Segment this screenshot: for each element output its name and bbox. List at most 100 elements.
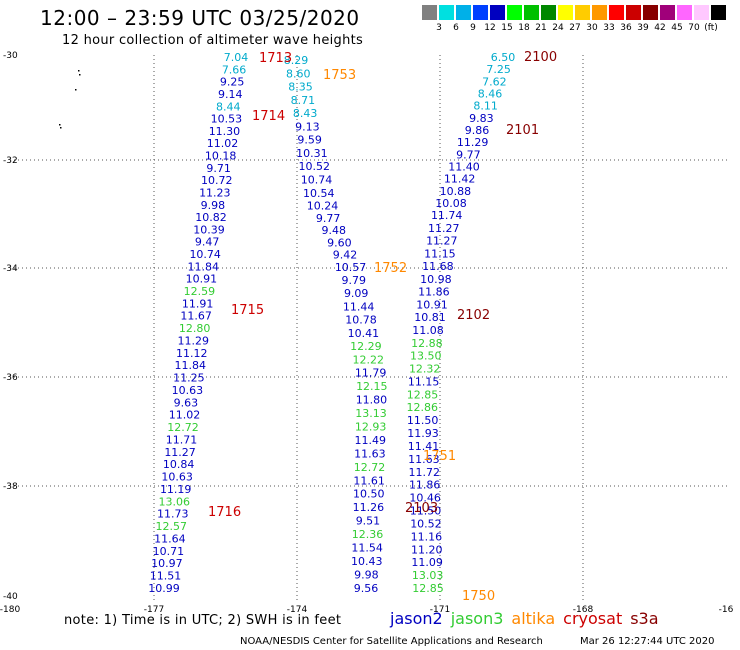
wave-height-value: 10.81 <box>414 311 446 324</box>
color-scale-label: 3 <box>436 23 442 33</box>
wave-height-value: 12.72 <box>167 421 199 434</box>
legend-jason2: jason2 <box>390 609 443 628</box>
timestamp: Mar 26 12:27:44 UTC 2020 <box>580 636 715 647</box>
wave-height-value: 9.86 <box>465 124 490 137</box>
wave-height-value: 10.63 <box>161 471 193 484</box>
wave-height-value: 9.09 <box>344 287 369 300</box>
wave-height-value: 8.46 <box>478 88 503 101</box>
wave-height-value: 11.44 <box>343 300 375 313</box>
wave-height-value: 6.50 <box>491 51 516 64</box>
wave-height-value: 11.15 <box>408 375 440 388</box>
wave-height-value: 10.74 <box>189 248 221 261</box>
wave-height-value: 10.72 <box>201 174 233 187</box>
color-swatch <box>507 5 522 20</box>
wave-height-value: 9.48 <box>322 224 347 237</box>
wave-height-value: 10.41 <box>348 327 380 340</box>
wave-height-value: 8.71 <box>291 94 316 107</box>
wave-height-value: 12.93 <box>355 420 387 433</box>
wave-height-value: 12.72 <box>354 461 386 474</box>
wave-height-value: 11.67 <box>180 310 212 323</box>
wave-height-value: 8.29 <box>284 54 309 67</box>
coast-dots <box>59 70 81 129</box>
wave-height-value: 11.50 <box>410 505 442 518</box>
color-swatch <box>677 5 692 20</box>
footer-note: note: 1) Time is in UTC; 2) SWH is in fe… <box>64 613 342 628</box>
wave-height-value: 10.88 <box>440 185 472 198</box>
wave-height-value: 7.25 <box>486 63 511 76</box>
color-swatch <box>439 5 454 20</box>
longitude-label: -168 <box>573 605 594 615</box>
wave-height-value: 9.71 <box>206 162 231 175</box>
page-subtitle: 12 hour collection of altimeter wave hei… <box>62 33 364 48</box>
color-swatch <box>490 5 505 20</box>
wave-height-value: 10.78 <box>345 314 377 327</box>
wave-height-value: 11.02 <box>169 409 201 422</box>
time-label: 1753 <box>323 68 356 83</box>
time-label: 2102 <box>457 308 490 323</box>
color-scale-label: 12 <box>484 23 496 33</box>
wave-height-value: 12.59 <box>184 285 216 298</box>
wave-height-value: 9.13 <box>295 120 320 133</box>
wave-height-value: 9.98 <box>201 199 226 212</box>
track-time-labels: 1713 1714 1715 1716 1753 1752 1751 1750 2100 2101… <box>208 50 557 604</box>
wave-height-value: 8.43 <box>293 107 318 120</box>
color-swatch <box>660 5 675 20</box>
wave-height-value: 9.14 <box>218 88 243 101</box>
credit-line: NOAA/NESDIS Center for Satellite Applica… <box>240 636 543 647</box>
time-label: 2100 <box>524 50 557 65</box>
axis-tick-labels: -180 -177 -174 -171 -168 -16 -30 -32 -34 -36 -38 -4… <box>0 51 734 615</box>
wave-height-value: 7.66 <box>222 63 247 76</box>
latitude-label: -36 <box>3 373 18 383</box>
wave-height-value: 12.88 <box>411 337 443 350</box>
color-swatch <box>422 5 437 20</box>
wave-height-value: 9.63 <box>174 396 199 409</box>
wave-height-value: 11.51 <box>150 570 182 583</box>
wave-height-value: 11.49 <box>355 434 387 447</box>
wave-height-value: 13.50 <box>410 350 442 363</box>
color-swatch <box>524 5 539 20</box>
color-scale-label: 24 <box>552 23 564 33</box>
longitude-label: -174 <box>287 605 308 615</box>
time-label: 2101 <box>506 123 539 138</box>
wave-height-value: 7.04 <box>224 51 249 64</box>
wave-height-value: 12.36 <box>352 528 384 541</box>
time-label: 1751 <box>423 449 456 464</box>
wave-height-value: 11.63 <box>408 453 440 466</box>
wave-height-value: 8.35 <box>288 81 313 94</box>
wave-height-value: 10.71 <box>153 545 185 558</box>
wave-height-value: 11.25 <box>173 372 205 385</box>
color-scale-label: (ft) <box>704 23 718 33</box>
wave-height-value: 10.98 <box>420 273 452 286</box>
color-swatch <box>541 5 556 20</box>
wave-height-value: 10.82 <box>195 211 227 224</box>
track-2100: 6.507.257.628.468.119.839.8611.299.7711.… <box>406 51 515 595</box>
wave-height-value: 11.12 <box>176 347 208 360</box>
longitude-label: -171 <box>430 605 450 615</box>
color-scale-label: 39 <box>637 23 649 33</box>
color-scale-label: 33 <box>603 23 615 33</box>
wave-height-value: 10.74 <box>301 174 333 187</box>
wave-height-value: 10.08 <box>435 197 467 210</box>
latitude-label: -40 <box>3 592 18 602</box>
wave-height-value: 11.20 <box>411 543 443 556</box>
wave-height-value: 11.30 <box>209 125 241 138</box>
wave-height-value: 11.41 <box>408 440 440 453</box>
wave-height-value: 11.71 <box>166 433 198 446</box>
color-scale-label: 6 <box>453 23 459 33</box>
color-swatch <box>575 5 590 20</box>
color-scale-label: 30 <box>586 23 598 33</box>
wave-height-value: 10.84 <box>163 458 195 471</box>
time-label: 1713 <box>259 51 292 66</box>
longitude-label: -16 <box>719 605 734 615</box>
wave-height-value: 10.43 <box>351 555 383 568</box>
latitude-label: -32 <box>3 156 18 166</box>
color-scale-label: 18 <box>518 23 530 33</box>
wave-height-value: 11.02 <box>207 137 239 150</box>
wave-height-value: 11.73 <box>157 508 189 521</box>
wave-height-value: 11.19 <box>160 483 192 496</box>
page-title: 12:00 – 23:59 UTC 03/25/2020 <box>40 6 360 30</box>
wave-height-value: 13.03 <box>412 569 444 582</box>
color-scale-label: 9 <box>470 23 476 33</box>
satellite-tracks: 7.047.669.259.148.4410.5311.3011.0210.18… <box>148 51 515 595</box>
wave-height-value: 10.24 <box>307 200 339 213</box>
